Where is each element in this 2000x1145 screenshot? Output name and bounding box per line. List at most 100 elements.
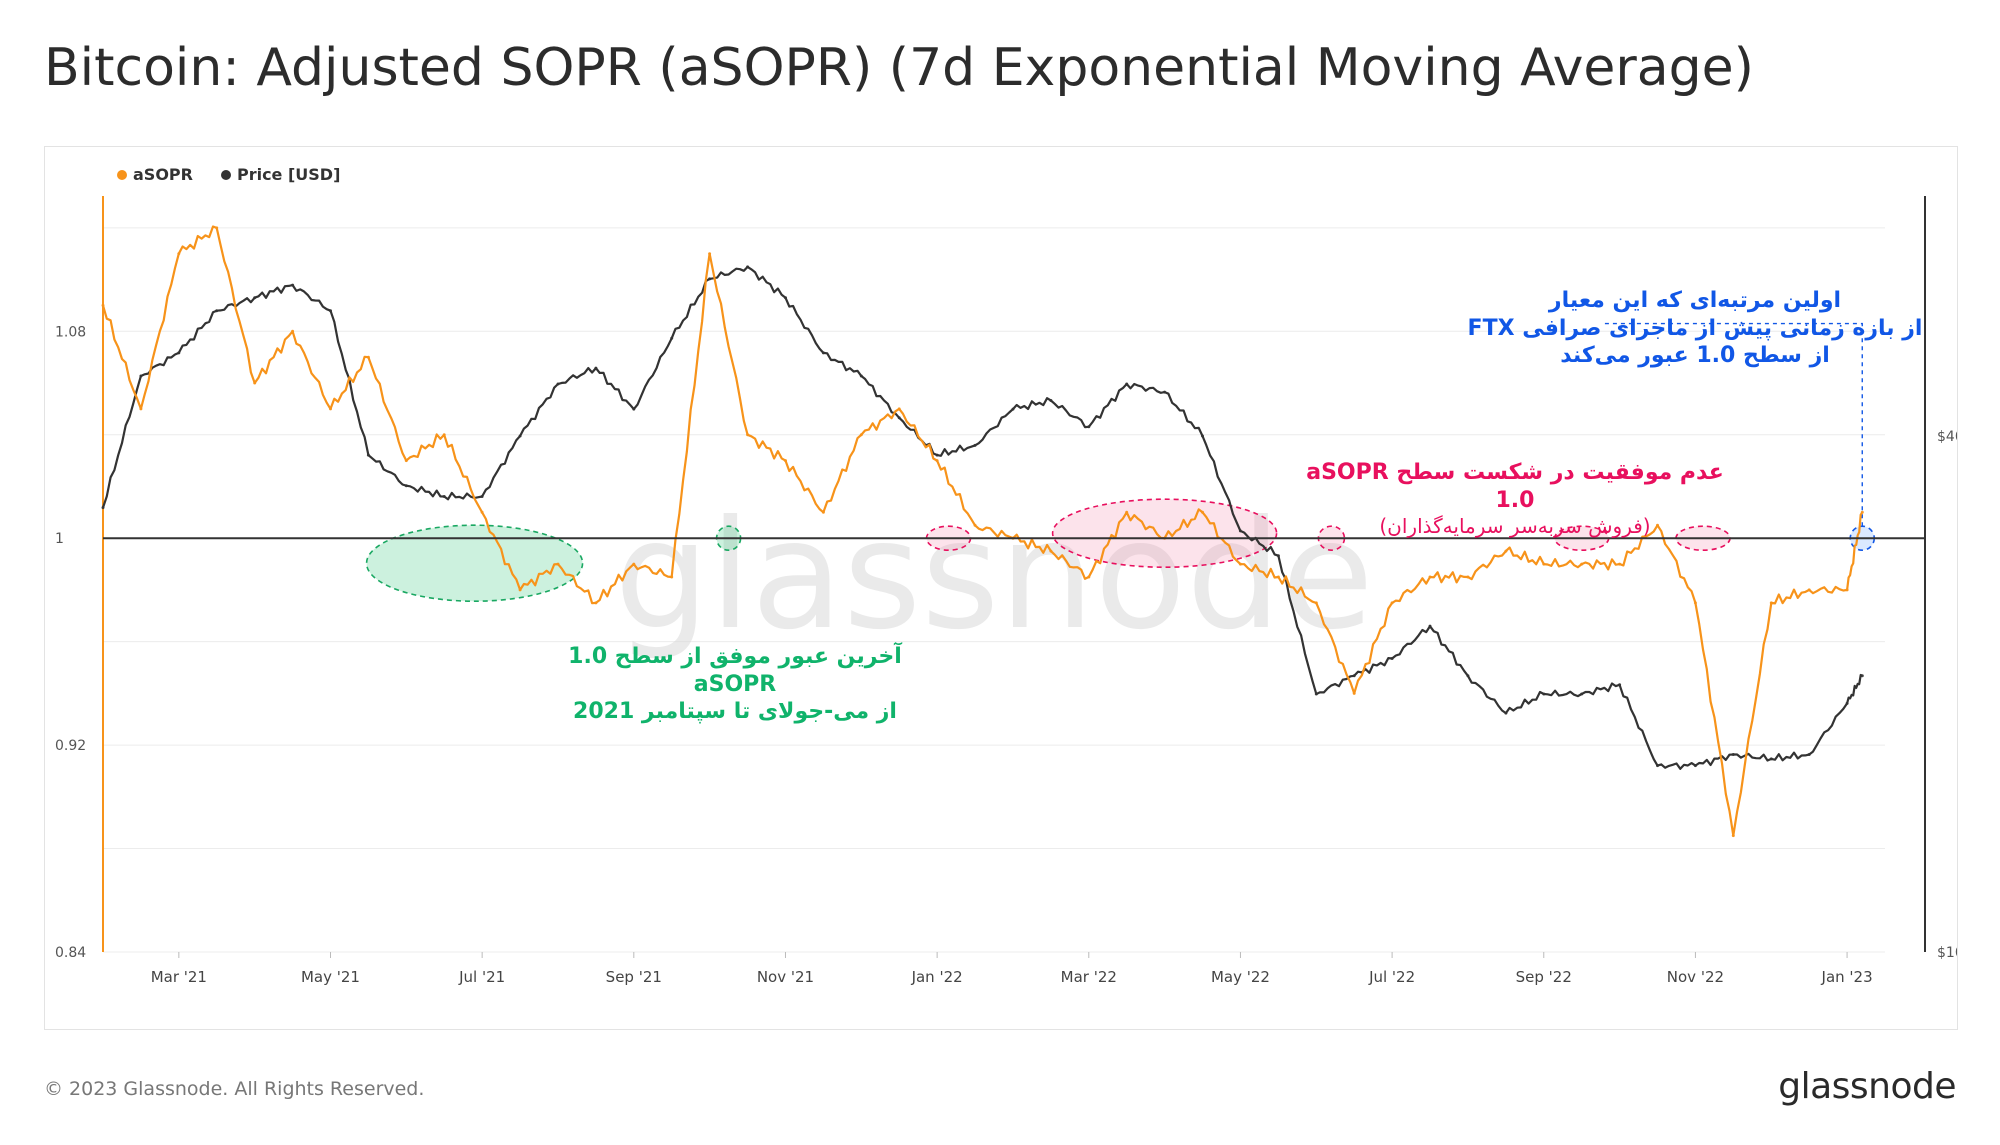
asopr-data-point	[1845, 588, 1849, 592]
x-tick-label: Jul '21	[458, 968, 505, 986]
asopr-data-point	[1580, 562, 1584, 566]
asopr-data-point	[480, 510, 484, 514]
asopr-data-point	[1860, 510, 1864, 514]
chart-panel: 0.84 0.92 1 1.08 $10k $40k Mar '21 May '21 Jul '…	[44, 146, 1958, 1030]
y-right-tick-label: $10k	[1937, 945, 1957, 961]
asopr-data-point	[1807, 588, 1811, 592]
price-data-point	[366, 453, 370, 457]
asopr-data-point	[632, 562, 636, 566]
x-tick-label: Sep '22	[1516, 968, 1572, 986]
price-data-point	[1504, 711, 1508, 715]
price-data-point	[1542, 692, 1546, 696]
asopr-data-point	[1618, 562, 1622, 566]
asopr-data-point	[1428, 575, 1432, 579]
asopr-data-point	[1201, 510, 1204, 514]
asopr-data-point	[1087, 575, 1091, 579]
annotation-pink-line-1: عدم موفقیت در شکست سطح aSOPR 1.0	[1306, 460, 1724, 513]
annotation-green: آخرین عبور موفق از سطح 1.0 aSOPR از می-ج…	[565, 643, 905, 726]
asopr-data-point	[518, 588, 522, 592]
x-tick-label: Jan '22	[911, 968, 963, 986]
asopr-data-point	[897, 407, 901, 411]
ellipse-green	[365, 524, 584, 603]
asopr-data-point	[253, 381, 257, 385]
asopr-data-point	[784, 459, 787, 463]
asopr-data-point	[139, 407, 143, 411]
asopr-data-point	[1125, 510, 1129, 514]
asopr-data-point	[177, 252, 181, 256]
footer-brand-logo[interactable]: glassnode	[1778, 1066, 1956, 1107]
price-data-point	[215, 309, 219, 313]
chart-legend: aSOPR Price [USD]	[117, 165, 340, 184]
price-data-point	[1049, 399, 1053, 402]
price-data-point	[556, 382, 560, 386]
y-left-tick-label: 1.08	[55, 324, 86, 340]
asopr-data-point	[935, 459, 939, 463]
price-data-point	[1731, 753, 1735, 756]
annotation-blue: اولین مرتبه‌ای که این معیار از بازه زمان…	[1465, 287, 1925, 370]
price-data-point	[1390, 657, 1394, 660]
asopr-data-point	[973, 523, 977, 527]
price-data-point	[746, 265, 750, 269]
asopr-series-line	[101, 225, 1864, 837]
asopr-data-point	[859, 433, 863, 437]
price-data-point	[594, 366, 598, 370]
y-left-tick-label: 1	[55, 531, 64, 547]
price-data-point	[1693, 764, 1697, 768]
price-data-point	[935, 453, 939, 457]
asopr-data-point	[1731, 834, 1735, 838]
watermark-text: glassnode	[614, 489, 1373, 663]
price-data-point	[1163, 390, 1167, 394]
legend-item-price[interactable]: Price [USD]	[220, 165, 340, 184]
price-data-point	[1618, 683, 1622, 687]
asopr-data-point	[1466, 575, 1470, 579]
price-data-point	[1428, 624, 1432, 628]
price-data-point	[1276, 554, 1280, 558]
chart-canvas: 0.84 0.92 1 1.08 $10k $40k Mar '21 May '21 Jul '…	[55, 196, 1957, 986]
price-data-point	[1238, 529, 1242, 533]
asopr-data-point	[442, 433, 446, 437]
price-data-point	[101, 506, 105, 510]
price-data-point	[1845, 701, 1849, 705]
price-data-point	[821, 351, 825, 355]
legend-price-dot-icon	[220, 169, 231, 180]
asopr-data-point	[821, 510, 825, 514]
asopr-data-point	[708, 252, 712, 256]
y-left-tick-label: 0.92	[55, 738, 86, 754]
price-data-point	[442, 495, 446, 498]
x-tick-label: Mar '21	[151, 968, 207, 986]
price-data-point	[784, 296, 787, 300]
price-data-point	[1352, 674, 1356, 678]
legend-asopr-label: aSOPR	[133, 165, 193, 184]
price-series-line	[101, 265, 1863, 770]
price-data-point	[253, 296, 257, 300]
legend-item-asopr[interactable]: aSOPR	[117, 165, 193, 184]
price-data-point	[480, 495, 484, 498]
price-data-point	[1807, 753, 1811, 756]
asopr-data-point	[215, 226, 219, 230]
price-data-point	[404, 484, 408, 488]
annotation-pink-line-2: (فروش سربه‌سر سرمایه‌گذاران)	[1379, 514, 1651, 538]
x-tick-label: Nov '22	[1667, 968, 1724, 986]
asopr-data-point	[101, 303, 105, 307]
x-tick-label: Jan '23	[1821, 968, 1873, 986]
price-data-point	[973, 443, 977, 447]
asopr-data-point	[404, 459, 408, 463]
price-data-point	[139, 374, 143, 378]
annotation-green-line-2: aSOPR	[693, 671, 777, 697]
asopr-data-point	[1542, 562, 1546, 566]
asopr-data-point	[1352, 691, 1356, 695]
y-right-tick-label: $40k	[1937, 429, 1957, 445]
price-data-point	[1769, 757, 1773, 761]
price-data-point	[1466, 674, 1470, 678]
asopr-data-point	[1656, 523, 1659, 527]
asopr-data-point	[1693, 601, 1697, 605]
price-data-point	[859, 374, 863, 378]
asopr-data-point	[291, 329, 295, 333]
price-data-point	[1201, 434, 1204, 438]
x-tick-label: May '22	[1211, 968, 1270, 986]
annotation-blue-leader	[1604, 322, 1863, 527]
asopr-data-point	[670, 575, 674, 579]
asopr-data-point	[594, 601, 598, 605]
asopr-data-point	[746, 433, 750, 437]
asopr-data-point	[1276, 575, 1280, 579]
